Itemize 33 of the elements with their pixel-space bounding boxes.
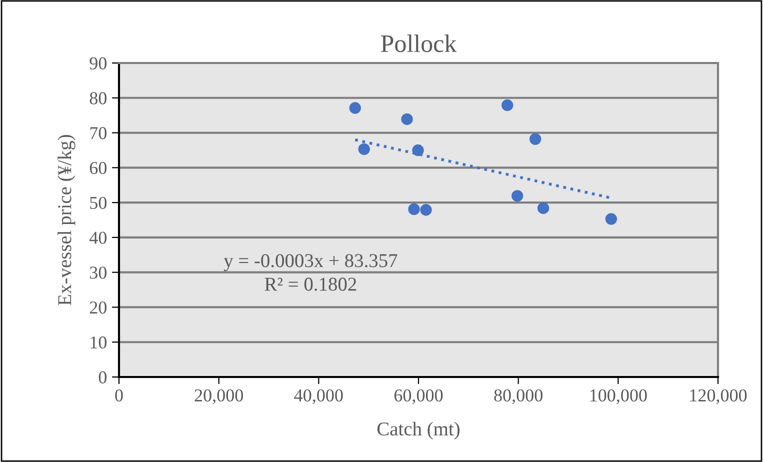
- annotation: R² = 0.1802: [264, 278, 356, 291]
- point: [511, 190, 524, 202]
- x-tick-label: 60,000: [394, 389, 443, 404]
- point: [412, 144, 424, 156]
- point: [529, 133, 542, 145]
- y-axis-title: Ex-vessel price (¥/kg): [58, 135, 76, 306]
- chart-title: Pollock: [381, 34, 457, 52]
- y-tick-label: 0: [98, 371, 107, 384]
- point: [420, 204, 432, 216]
- x-axis-title: Catch (mt): [377, 422, 460, 440]
- x-tick-label: 40,000: [294, 389, 343, 404]
- y-tick-label: 40: [89, 232, 107, 244]
- annotation: y = -0.0003x + 83.357: [224, 254, 398, 272]
- point: [408, 203, 420, 216]
- y-tick-label: 10: [90, 336, 107, 349]
- y-tick-label: 30: [90, 266, 107, 279]
- y-tick-label: 70: [90, 127, 107, 140]
- x-tick-label: 80,000: [494, 389, 542, 404]
- y-tick-label: 80: [90, 92, 107, 104]
- y-tick-label: 60: [90, 162, 107, 174]
- y-tick-label: 90: [90, 57, 107, 70]
- y-tick-label: 50: [90, 196, 107, 209]
- y-tick-label: 20: [90, 301, 107, 314]
- x-tick-label: 0: [115, 389, 123, 402]
- point: [502, 99, 514, 112]
- point: [349, 102, 361, 114]
- point: [537, 202, 550, 214]
- x-tick-label: 100,000: [590, 389, 647, 404]
- point: [605, 213, 618, 225]
- x-tick-label: 120,000: [690, 389, 747, 404]
- x-tick-label: 20,000: [194, 389, 243, 404]
- point: [401, 113, 413, 126]
- point: [358, 143, 370, 156]
